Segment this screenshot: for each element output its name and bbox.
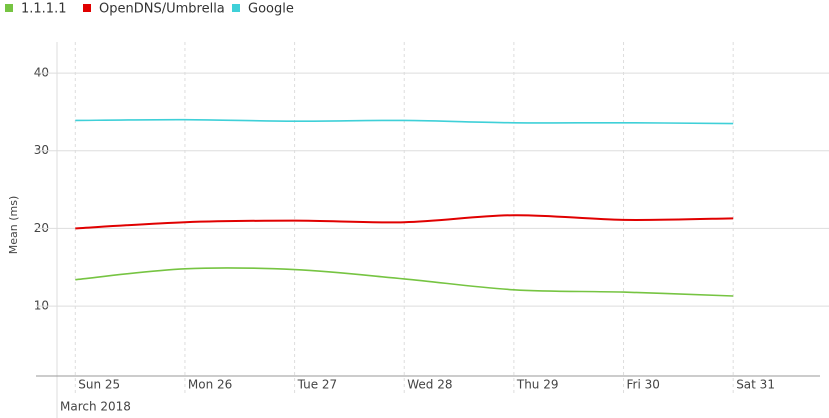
x-tick-label: Wed 28	[407, 378, 452, 392]
legend-label: 1.1.1.1	[21, 2, 66, 17]
legend-swatch	[83, 4, 91, 12]
legend-label: Google	[248, 2, 294, 17]
series-line	[75, 267, 734, 297]
x-tick-label: Sat 31	[736, 378, 775, 392]
x-tick-label: Fri 30	[627, 378, 660, 392]
x-tick-label: Sun 25	[78, 378, 120, 392]
x-tick-label: Mon 26	[188, 378, 232, 392]
x-tick-label: Thu 29	[516, 378, 559, 392]
y-axis-label: Mean (ms)	[7, 196, 20, 255]
x-tick-label: Tue 27	[297, 378, 338, 392]
legend-swatch	[5, 4, 13, 12]
x-annotation: March 2018	[60, 400, 131, 414]
legend-label: OpenDNS/Umbrella	[99, 2, 225, 17]
legend-swatch	[232, 4, 240, 12]
series-line	[75, 118, 734, 125]
series-line	[75, 214, 734, 230]
